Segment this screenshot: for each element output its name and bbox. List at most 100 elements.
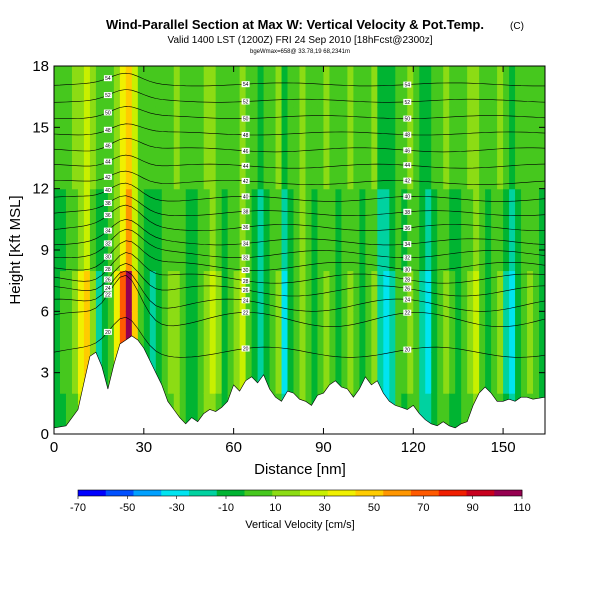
theta-contour-label-bg bbox=[403, 131, 412, 138]
velocity-cell bbox=[299, 229, 307, 272]
velocity-cell bbox=[185, 311, 193, 353]
colorbar-tick-label: 70 bbox=[417, 502, 429, 514]
velocity-cell bbox=[95, 311, 103, 353]
velocity-cell bbox=[71, 106, 79, 149]
velocity-cell bbox=[371, 270, 378, 312]
theta-contour-label: 28 bbox=[105, 267, 111, 273]
velocity-cell bbox=[359, 106, 366, 149]
velocity-cell bbox=[473, 311, 480, 353]
velocity-cell bbox=[341, 147, 348, 190]
velocity-cell bbox=[95, 229, 103, 272]
theta-contour-label-bg bbox=[241, 267, 250, 274]
velocity-cell bbox=[221, 270, 229, 312]
velocity-cell bbox=[59, 188, 67, 231]
velocity-cell bbox=[179, 229, 187, 272]
theta-contour-label: 40 bbox=[405, 195, 411, 201]
velocity-cell bbox=[227, 106, 235, 149]
velocity-cell bbox=[137, 270, 145, 312]
velocity-cell bbox=[461, 352, 468, 394]
theta-contour-label: 38 bbox=[243, 209, 249, 215]
velocity-cell bbox=[257, 352, 265, 394]
theta-contour-label-bg bbox=[241, 193, 250, 200]
velocity-cell bbox=[395, 147, 402, 190]
velocity-cell bbox=[323, 311, 331, 353]
velocity-cell bbox=[401, 311, 408, 353]
theta-contour-label: 48 bbox=[405, 133, 411, 139]
velocity-cell bbox=[419, 147, 426, 190]
velocity-cell bbox=[119, 311, 127, 353]
velocity-cell bbox=[527, 311, 534, 353]
velocity-cell bbox=[479, 66, 486, 108]
velocity-cell bbox=[77, 188, 85, 231]
velocity-cell bbox=[455, 147, 462, 190]
velocity-cell bbox=[527, 229, 534, 272]
theta-contour-label: 46 bbox=[243, 149, 249, 155]
velocity-cell bbox=[449, 311, 456, 353]
velocity-cell bbox=[443, 66, 450, 108]
velocity-cell bbox=[54, 188, 61, 231]
velocity-cell bbox=[413, 352, 420, 394]
velocity-cell bbox=[233, 106, 241, 149]
velocity-cell bbox=[353, 311, 360, 353]
velocity-cell bbox=[215, 311, 223, 353]
velocity-cell bbox=[227, 311, 235, 353]
velocity-cell bbox=[227, 147, 235, 190]
velocity-cell bbox=[473, 229, 480, 272]
colorbar-ticks: -70 -50 -30 -10 10 30 50 70 90 110 bbox=[70, 496, 531, 514]
velocity-cell bbox=[401, 106, 408, 149]
velocity-cell bbox=[125, 106, 133, 149]
colorbar-swatch bbox=[411, 490, 440, 496]
colorbar-swatch bbox=[494, 490, 523, 496]
velocity-cell bbox=[113, 106, 121, 149]
y-tick-label: 3 bbox=[41, 365, 49, 382]
velocity-cell bbox=[197, 270, 205, 312]
theta-contour-line bbox=[54, 137, 545, 153]
velocity-cell bbox=[257, 66, 265, 108]
velocity-cell bbox=[209, 147, 217, 190]
velocity-cell bbox=[533, 270, 540, 312]
velocity-cell bbox=[71, 229, 79, 272]
theta-contour-label-bg bbox=[403, 309, 412, 316]
theta-contour-label: 24 bbox=[105, 286, 111, 292]
y-tick-label: 18 bbox=[32, 58, 49, 75]
velocity-cell bbox=[353, 270, 360, 312]
velocity-cell bbox=[461, 311, 468, 353]
velocity-cell bbox=[245, 106, 253, 149]
velocity-cell bbox=[245, 229, 253, 272]
velocity-cell bbox=[395, 270, 402, 312]
velocity-cell bbox=[179, 188, 187, 231]
velocity-cell bbox=[377, 270, 384, 312]
velocity-cell bbox=[353, 229, 360, 272]
velocity-cell bbox=[371, 229, 378, 272]
theta-contour-label: 40 bbox=[105, 188, 111, 194]
velocity-cell bbox=[425, 188, 432, 231]
velocity-cell bbox=[341, 66, 348, 108]
theta-contour-label: 20 bbox=[405, 348, 411, 354]
velocity-cell bbox=[233, 311, 241, 353]
velocity-cell bbox=[143, 66, 151, 108]
velocity-cell bbox=[485, 311, 492, 353]
velocity-cell bbox=[125, 66, 133, 108]
theta-contour-label-bg bbox=[103, 276, 112, 283]
velocity-cell bbox=[203, 147, 211, 190]
velocity-cell bbox=[527, 188, 534, 231]
theta-contour-label-bg bbox=[241, 240, 250, 247]
velocity-cell bbox=[281, 188, 289, 231]
theta-contour-label-bg bbox=[103, 75, 112, 82]
velocity-cell bbox=[83, 188, 91, 231]
velocity-cell bbox=[419, 311, 426, 353]
velocity-cell bbox=[413, 229, 420, 272]
velocity-cell bbox=[227, 229, 235, 272]
velocity-cell bbox=[479, 352, 486, 394]
velocity-cell bbox=[251, 352, 259, 394]
velocity-cell bbox=[131, 147, 139, 190]
y-tick-label: 9 bbox=[41, 242, 49, 259]
velocity-cell bbox=[161, 188, 169, 231]
velocity-cell bbox=[347, 311, 354, 353]
velocity-cell bbox=[467, 352, 474, 394]
colorbar-swatch bbox=[272, 490, 301, 496]
velocity-cell bbox=[509, 352, 516, 394]
velocity-cell bbox=[305, 66, 313, 108]
velocity-cell bbox=[215, 352, 223, 394]
velocity-cell bbox=[527, 147, 534, 190]
